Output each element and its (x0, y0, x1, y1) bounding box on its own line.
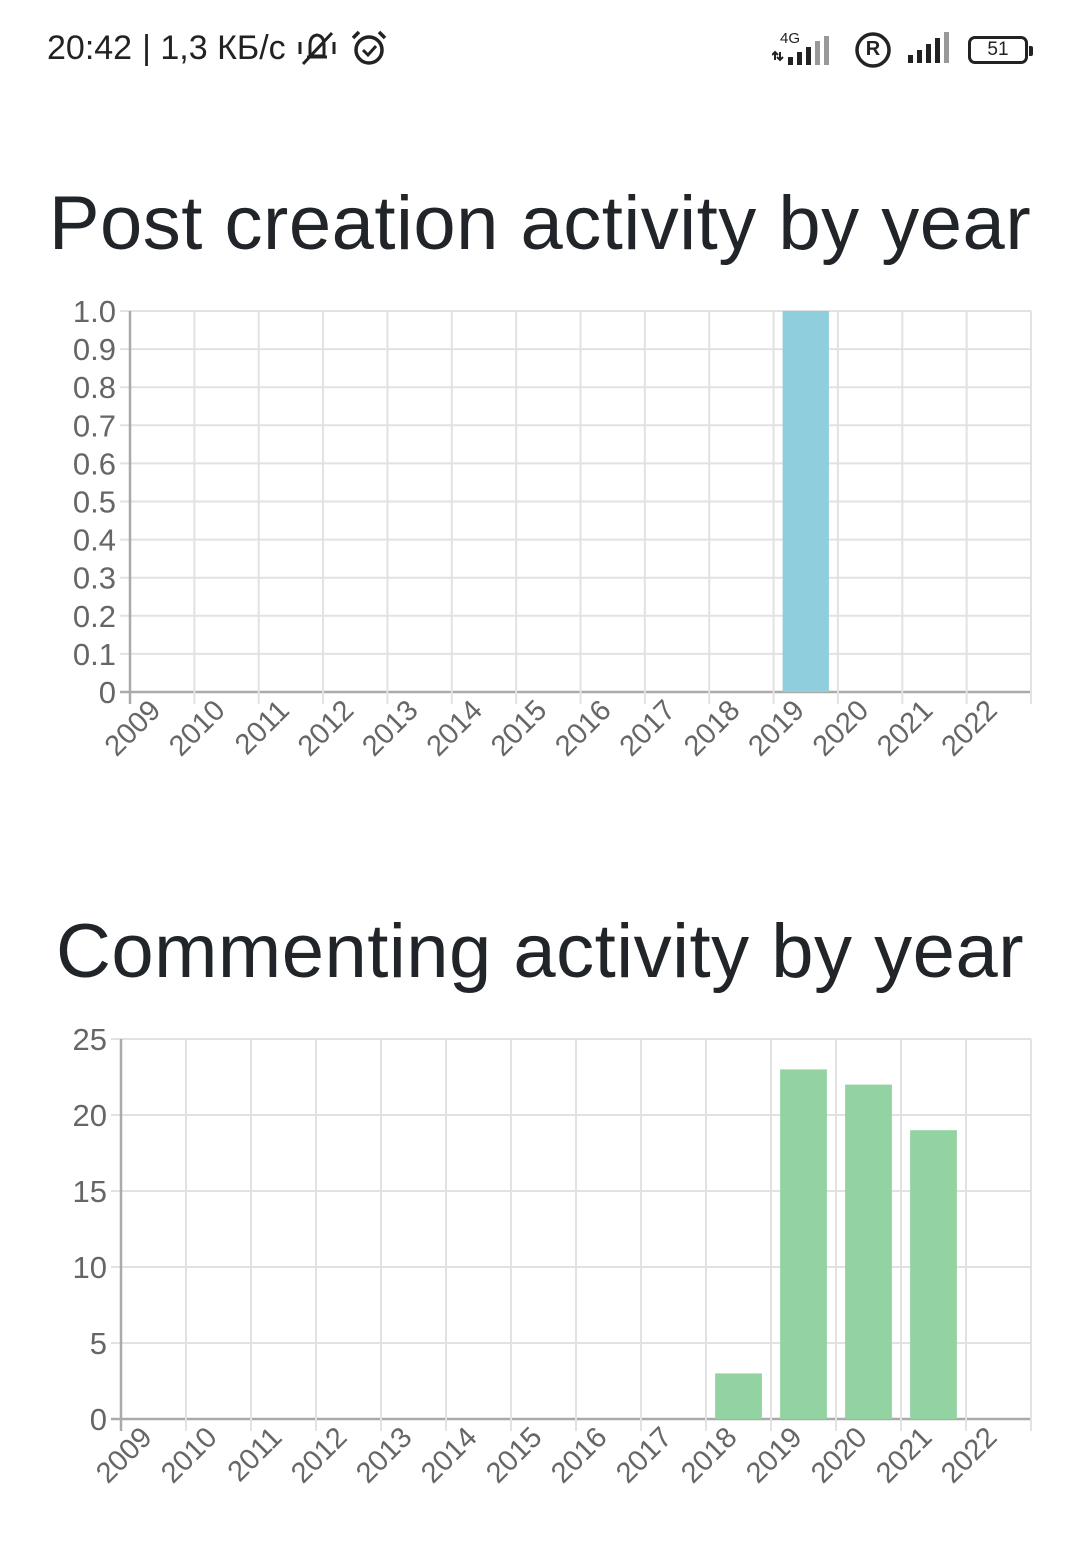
x-tick-label: 2021 (871, 694, 939, 762)
x-tick-label: 2015 (485, 694, 553, 762)
x-tick-label: 2019 (742, 694, 810, 762)
status-network-speed: | 1,3 КБ/с (142, 28, 286, 67)
y-tick-label: 20 (73, 1098, 107, 1133)
y-tick-label: 0.2 (73, 599, 116, 634)
commenting-chart: 2520151050200920102011201220132014201520… (73, 1022, 1032, 1490)
y-tick-label: 0 (90, 1402, 107, 1437)
x-tick-label: 2013 (350, 1421, 418, 1489)
x-tick-label: 2022 (935, 1421, 1003, 1489)
y-tick-label: 0 (99, 675, 116, 710)
signal-icon (906, 28, 954, 71)
x-tick-label: 2010 (155, 1421, 223, 1489)
bar-2018 (715, 1373, 762, 1419)
network-type-label: 4G (780, 29, 801, 47)
x-tick-label: 2022 (936, 694, 1004, 762)
x-tick-label: 2016 (545, 1421, 613, 1489)
x-tick-label: 2010 (163, 694, 231, 762)
x-tick-label: 2017 (614, 694, 682, 762)
x-tick-label: 2015 (480, 1421, 548, 1489)
x-tick-label: 2016 (549, 694, 617, 762)
roaming-icon: R (854, 31, 892, 69)
x-tick-label: 2017 (610, 1421, 678, 1489)
x-tick-label: 2014 (421, 694, 489, 762)
x-tick-label: 2011 (222, 1421, 289, 1488)
y-tick-label: 5 (90, 1326, 107, 1361)
vibrate-off-icon (294, 28, 340, 68)
x-tick-label: 2018 (675, 1421, 743, 1489)
y-tick-label: 0.7 (73, 408, 116, 443)
status-bar: 20:42 | 1,3 КБ/с 4G (0, 0, 1080, 100)
x-tick-label: 2012 (292, 694, 360, 762)
bar-2019 (782, 311, 829, 692)
x-tick-label: 2013 (356, 694, 424, 762)
post-chart-title: Post creation activity by year (48, 181, 1032, 266)
status-left: 20:42 | 1,3 КБ/с (47, 28, 390, 68)
bar-2021 (910, 1130, 957, 1419)
y-tick-label: 0.6 (73, 446, 116, 481)
y-tick-label: 1.0 (73, 294, 116, 329)
y-tick-label: 25 (73, 1022, 107, 1057)
post-creation-chart: 1.00.90.80.70.60.50.40.30.20.10200920102… (73, 294, 1032, 763)
bar-2020 (845, 1084, 892, 1419)
bar-2019 (780, 1069, 827, 1419)
x-tick-label: 2020 (807, 694, 875, 762)
x-tick-label: 2011 (229, 694, 296, 761)
y-tick-label: 0.9 (73, 332, 116, 367)
battery-level: 51 (987, 38, 1009, 60)
battery-icon: 51 (968, 35, 1033, 64)
y-tick-label: 0.3 (73, 561, 116, 596)
y-tick-label: 0.4 (73, 523, 116, 558)
y-tick-label: 15 (73, 1174, 107, 1209)
x-tick-label: 2019 (740, 1421, 808, 1489)
alarm-icon (348, 28, 390, 68)
roaming-label: R (865, 37, 881, 60)
x-tick-label: 2020 (805, 1421, 873, 1489)
x-tick-label: 2018 (678, 694, 746, 762)
y-tick-label: 10 (73, 1250, 107, 1285)
y-tick-label: 0.1 (73, 637, 116, 672)
status-right: 4G R (772, 28, 1033, 71)
x-tick-label: 2014 (415, 1421, 483, 1489)
y-tick-label: 0.8 (73, 370, 116, 405)
y-tick-label: 0.5 (73, 485, 116, 520)
x-tick-label: 2021 (870, 1421, 938, 1489)
x-tick-label: 2012 (285, 1421, 353, 1489)
signal-4g-icon: 4G (772, 30, 840, 70)
status-time: 20:42 (47, 28, 133, 67)
comment-chart-title: Commenting activity by year (55, 909, 1025, 994)
